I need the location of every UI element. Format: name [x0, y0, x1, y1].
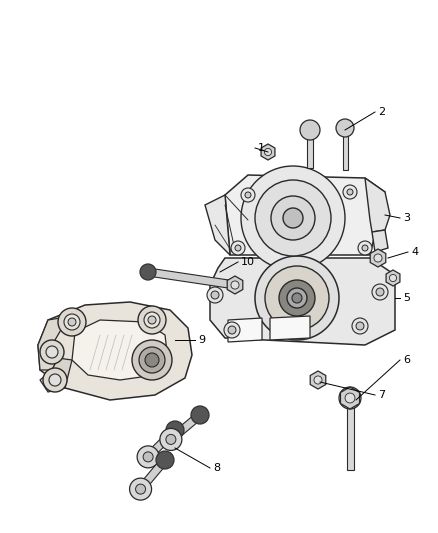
Text: 8: 8: [213, 463, 220, 473]
Circle shape: [279, 280, 315, 316]
Circle shape: [356, 322, 364, 330]
Circle shape: [245, 192, 251, 198]
Circle shape: [300, 120, 320, 140]
Circle shape: [139, 347, 165, 373]
Circle shape: [231, 281, 239, 289]
Text: 5: 5: [403, 293, 410, 303]
Text: 1: 1: [258, 143, 265, 153]
Circle shape: [231, 241, 245, 255]
Polygon shape: [138, 457, 168, 491]
Circle shape: [362, 245, 368, 251]
Circle shape: [374, 254, 382, 262]
Text: 2: 2: [378, 107, 385, 117]
Circle shape: [156, 451, 174, 469]
Circle shape: [68, 318, 76, 326]
Circle shape: [345, 393, 355, 403]
Circle shape: [64, 314, 80, 330]
Circle shape: [191, 406, 209, 424]
Circle shape: [265, 148, 272, 156]
Circle shape: [358, 241, 372, 255]
Circle shape: [343, 185, 357, 199]
Circle shape: [347, 189, 353, 195]
Text: 9: 9: [198, 335, 205, 345]
Circle shape: [241, 188, 255, 202]
Circle shape: [144, 312, 160, 328]
Polygon shape: [346, 398, 353, 470]
Circle shape: [271, 196, 315, 240]
Circle shape: [130, 478, 152, 500]
Circle shape: [228, 326, 236, 334]
Circle shape: [43, 368, 67, 392]
Polygon shape: [340, 387, 360, 409]
Circle shape: [235, 245, 241, 251]
Circle shape: [352, 318, 368, 334]
Text: 7: 7: [378, 390, 385, 400]
Circle shape: [372, 284, 388, 300]
Text: 3: 3: [403, 213, 410, 223]
Circle shape: [265, 266, 329, 330]
Polygon shape: [205, 195, 230, 255]
Polygon shape: [148, 268, 236, 289]
Polygon shape: [227, 276, 243, 294]
Circle shape: [211, 291, 219, 299]
Circle shape: [376, 288, 384, 296]
Circle shape: [336, 119, 354, 137]
Circle shape: [46, 346, 58, 358]
Polygon shape: [370, 249, 386, 267]
Circle shape: [40, 340, 64, 364]
Polygon shape: [307, 130, 313, 168]
Circle shape: [58, 308, 86, 336]
Circle shape: [255, 180, 331, 256]
Circle shape: [143, 452, 153, 462]
Circle shape: [255, 256, 339, 340]
Circle shape: [292, 293, 302, 303]
Polygon shape: [365, 178, 390, 232]
Circle shape: [160, 429, 182, 450]
Polygon shape: [168, 412, 202, 442]
Polygon shape: [372, 230, 388, 252]
Circle shape: [339, 387, 361, 409]
Polygon shape: [386, 270, 400, 286]
Text: 6: 6: [403, 355, 410, 365]
Circle shape: [140, 264, 156, 280]
Polygon shape: [261, 144, 275, 160]
Circle shape: [224, 322, 240, 338]
Polygon shape: [72, 320, 168, 380]
Circle shape: [283, 208, 303, 228]
Circle shape: [166, 434, 176, 445]
Text: 10: 10: [241, 257, 255, 267]
Polygon shape: [225, 175, 385, 255]
Polygon shape: [38, 302, 192, 400]
Polygon shape: [228, 318, 262, 342]
Circle shape: [148, 316, 156, 324]
Circle shape: [207, 287, 223, 303]
Polygon shape: [343, 128, 347, 170]
Circle shape: [166, 421, 184, 439]
Polygon shape: [145, 427, 178, 459]
Circle shape: [314, 376, 322, 384]
Polygon shape: [310, 371, 326, 389]
Circle shape: [132, 340, 172, 380]
Polygon shape: [40, 358, 72, 392]
Circle shape: [138, 306, 166, 334]
Polygon shape: [270, 316, 310, 340]
Circle shape: [49, 374, 61, 386]
Circle shape: [145, 353, 159, 367]
Circle shape: [137, 446, 159, 468]
Text: 4: 4: [411, 247, 418, 257]
Circle shape: [136, 484, 145, 494]
Circle shape: [389, 274, 396, 281]
Polygon shape: [210, 258, 395, 345]
Circle shape: [241, 166, 345, 270]
Circle shape: [287, 288, 307, 308]
Polygon shape: [38, 318, 62, 370]
